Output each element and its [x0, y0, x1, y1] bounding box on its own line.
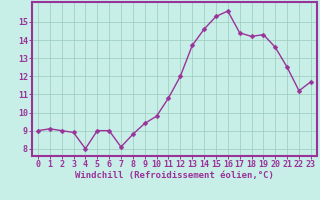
- X-axis label: Windchill (Refroidissement éolien,°C): Windchill (Refroidissement éolien,°C): [75, 171, 274, 180]
